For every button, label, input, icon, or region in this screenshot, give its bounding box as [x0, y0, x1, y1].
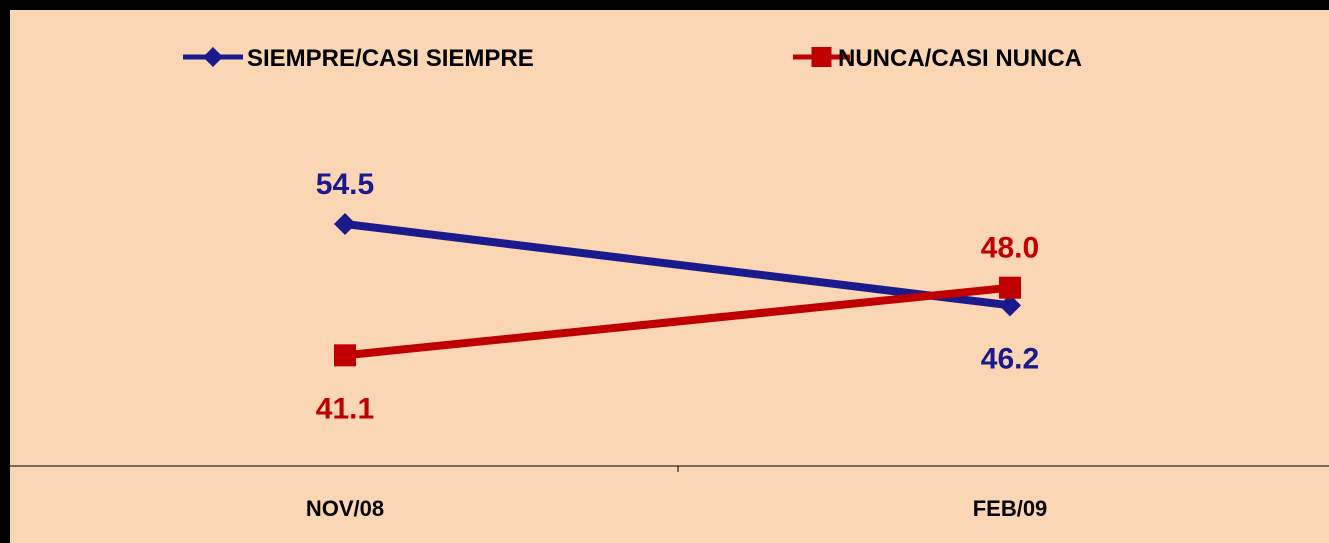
data-labels: 54.5 46.2 41.1 48.0 [316, 168, 1039, 425]
legend-item-nunca: NUNCA/CASI NUNCA [793, 45, 1082, 72]
series-line-nunca [344, 283, 1011, 360]
x-tick-label: FEB/09 [973, 496, 1048, 521]
legend-square-icon [811, 47, 832, 67]
legend-label: NUNCA/CASI NUNCA [838, 45, 1082, 72]
series-lines [344, 220, 1011, 360]
data-point-diamond [334, 213, 356, 235]
data-point-square [999, 276, 1021, 299]
legend-label: SIEMPRE/CASI SIEMPRE [247, 45, 534, 72]
data-point-diamond [999, 294, 1021, 317]
legend-item-siempre: SIEMPRE/CASI SIEMPRE [183, 45, 534, 72]
data-label: 41.1 [316, 392, 374, 425]
data-label: 54.5 [316, 168, 374, 201]
data-point-square [334, 344, 356, 367]
data-label: 48.0 [981, 232, 1039, 265]
legend: SIEMPRE/CASI SIEMPRE NUNCA/CASI NUNCA [183, 45, 1082, 72]
series-line-siempre [344, 220, 1011, 310]
x-tick-label: NOV/08 [306, 496, 384, 521]
markers [334, 213, 1021, 367]
data-label: 46.2 [981, 342, 1039, 375]
legend-diamond-icon [203, 47, 223, 67]
x-axis: NOV/08 FEB/09 [10, 465, 1329, 521]
